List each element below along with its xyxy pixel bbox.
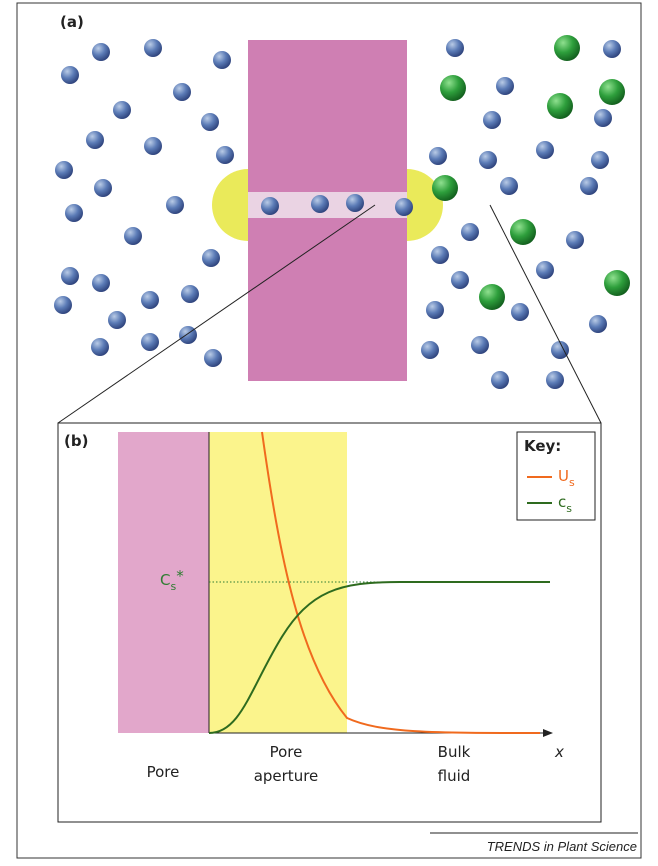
- molecule: [426, 301, 444, 319]
- region-label: aperture: [254, 767, 319, 785]
- panel-a: [54, 35, 630, 389]
- molecule: [551, 341, 569, 359]
- molecule: [471, 336, 489, 354]
- molecule: [65, 204, 83, 222]
- molecule: [591, 151, 609, 169]
- molecule: [216, 146, 234, 164]
- molecule: [108, 311, 126, 329]
- molecule: [395, 198, 413, 216]
- molecule: [201, 113, 219, 131]
- molecule: [92, 274, 110, 292]
- molecule: [479, 151, 497, 169]
- molecule: [86, 131, 104, 149]
- molecule: [536, 141, 554, 159]
- axis-label: x: [554, 743, 564, 761]
- molecule: [547, 93, 573, 119]
- footer: TRENDS in Plant Science: [487, 839, 637, 854]
- molecule: [94, 179, 112, 197]
- molecule: [594, 109, 612, 127]
- region-label: Pore: [270, 743, 303, 761]
- molecule: [510, 219, 536, 245]
- molecule: [173, 83, 191, 101]
- molecule: [431, 246, 449, 264]
- molecule: [166, 196, 184, 214]
- molecule: [54, 296, 72, 314]
- region-label: Pore: [147, 763, 180, 781]
- molecule: [554, 35, 580, 61]
- molecule: [536, 261, 554, 279]
- symbol: U: [558, 467, 569, 485]
- molecule: [311, 195, 329, 213]
- molecule: [144, 137, 162, 155]
- molecule: [589, 315, 607, 333]
- molecule: [603, 40, 621, 58]
- region-label: Bulk: [438, 743, 471, 761]
- molecule: [346, 194, 364, 212]
- molecule: [429, 147, 447, 165]
- molecule: [92, 43, 110, 61]
- molecule: [451, 271, 469, 289]
- molecule: [61, 66, 79, 84]
- molecule: [479, 284, 505, 310]
- figure: (a) (b) Cs* Key: Us cs Pore Pore apertur…: [0, 0, 658, 862]
- molecule: [421, 341, 439, 359]
- molecule: [91, 338, 109, 356]
- panel-b-label: (b): [64, 432, 88, 450]
- molecule: [141, 333, 159, 351]
- subscript: s: [569, 476, 575, 489]
- molecule: [204, 349, 222, 367]
- molecule: [546, 371, 564, 389]
- molecule: [496, 77, 514, 95]
- molecule: [483, 111, 501, 129]
- molecule: [144, 39, 162, 57]
- key-title: Key:: [524, 437, 561, 455]
- zoom-line: [490, 205, 601, 423]
- molecule: [432, 175, 458, 201]
- panel-a-label: (a): [60, 13, 84, 31]
- molecule: [124, 227, 142, 245]
- molecule: [55, 161, 73, 179]
- region-label: fluid: [438, 767, 471, 785]
- molecule: [446, 39, 464, 57]
- molecule: [491, 371, 509, 389]
- molecule: [61, 267, 79, 285]
- molecule: [213, 51, 231, 69]
- symbol: c: [558, 493, 566, 511]
- molecule: [141, 291, 159, 309]
- molecule: [261, 197, 279, 215]
- molecule: [440, 75, 466, 101]
- molecule: [461, 223, 479, 241]
- molecule: [604, 270, 630, 296]
- molecule: [500, 177, 518, 195]
- molecule: [599, 79, 625, 105]
- molecule: [181, 285, 199, 303]
- molecule: [202, 249, 220, 267]
- symbol: C: [160, 571, 170, 589]
- suffix: *: [176, 567, 184, 585]
- molecule: [113, 101, 131, 119]
- subscript: s: [566, 502, 572, 515]
- molecule: [580, 177, 598, 195]
- molecule: [566, 231, 584, 249]
- molecule: [511, 303, 529, 321]
